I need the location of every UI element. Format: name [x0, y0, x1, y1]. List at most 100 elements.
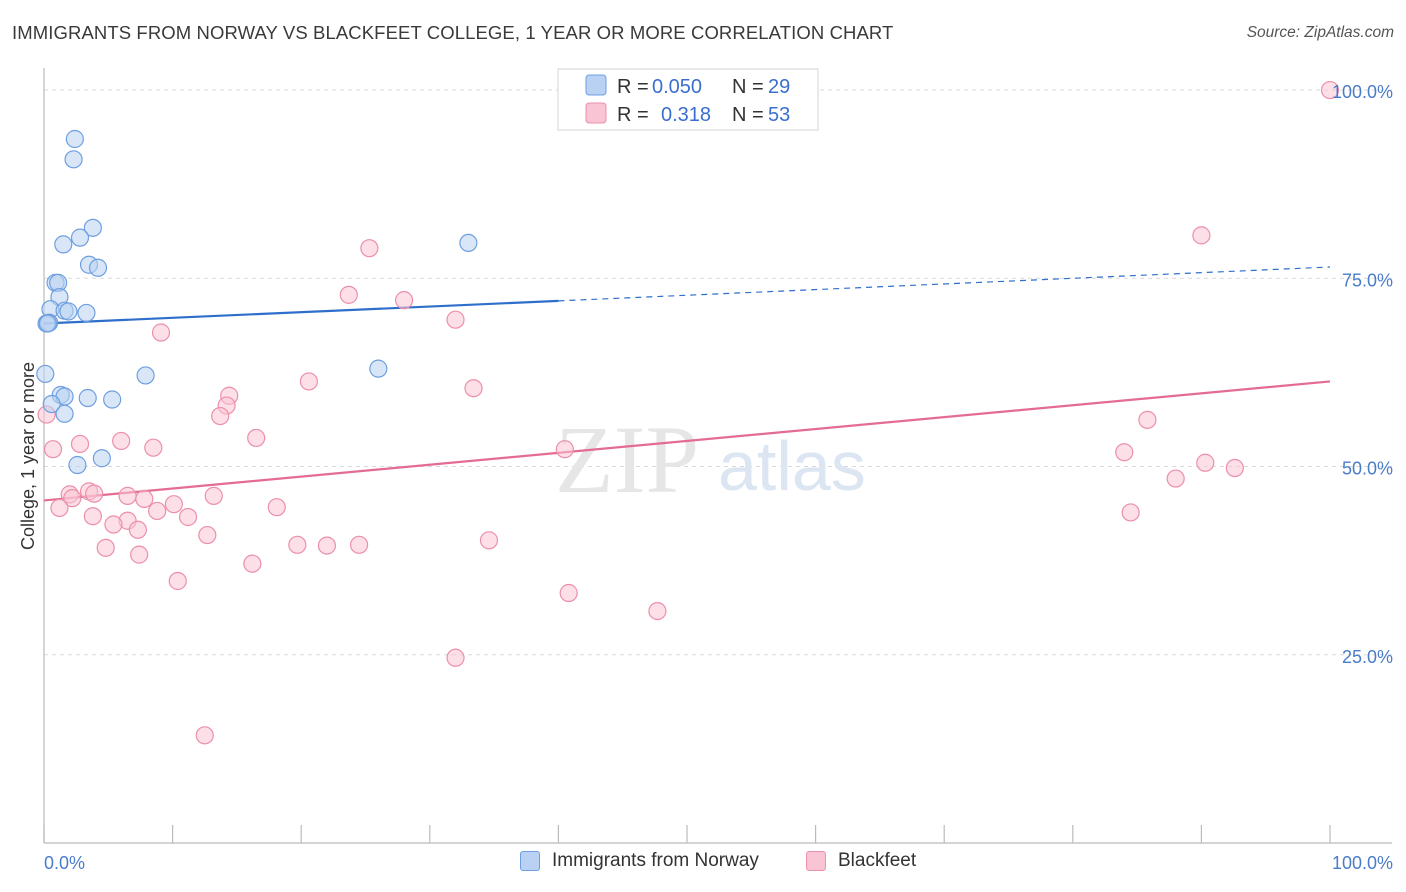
axes — [43, 68, 1392, 844]
chart-title: IMMIGRANTS FROM NORWAY VS BLACKFEET COLL… — [12, 22, 894, 43]
top-legend: R = 0.050 N = 29 R = 0.318 N = 53 — [557, 68, 819, 131]
blackfeet-point — [112, 431, 131, 451]
norway-point — [459, 233, 478, 253]
norway-point — [103, 390, 122, 409]
y-tick-label: 75.0% — [1342, 270, 1393, 290]
legend-r-label-blackfeet: R = — [617, 104, 649, 126]
norway-point — [64, 150, 83, 169]
legend-r-value-norway: 0.050 — [652, 76, 702, 98]
y-tick-label: 50.0% — [1342, 459, 1393, 479]
blackfeet-point — [446, 648, 465, 667]
y-tick-label: 100.0% — [1332, 82, 1393, 102]
blackfeet-point — [178, 507, 198, 527]
blackfeet-point — [555, 440, 574, 459]
legend-r-value-blackfeet: 0.318 — [661, 104, 711, 126]
blackfeet-point — [151, 323, 171, 342]
y-tick-label: 25.0% — [1342, 647, 1393, 667]
blackfeet-point — [50, 498, 69, 518]
blackfeet-point — [168, 571, 187, 591]
blackfeet-point — [204, 486, 223, 505]
blackfeet-point — [1196, 453, 1215, 472]
trend-lines — [43, 266, 1331, 502]
norway-point — [38, 314, 57, 333]
blackfeet-point — [288, 535, 307, 554]
blackfeet-point — [299, 372, 319, 391]
norway-point — [54, 235, 73, 254]
blackfeet-point — [1138, 410, 1157, 429]
blackfeet-point — [648, 601, 667, 621]
norway-trend-line — [43, 299, 559, 325]
y-axis-label: College, 1 year or more — [18, 362, 38, 550]
source-credit: Source: ZipAtlas.com — [1246, 24, 1394, 41]
blackfeet-point — [559, 583, 578, 603]
norway-point — [36, 364, 55, 384]
blackfeet-point — [267, 498, 286, 517]
watermark-atlas: atlas — [718, 427, 866, 505]
legend-n-value-norway: 29 — [768, 76, 790, 98]
blackfeet-point — [104, 515, 123, 534]
blackfeet-point — [317, 536, 337, 555]
blackfeet-trend-line — [43, 380, 1331, 502]
blackfeet-point — [211, 406, 230, 426]
blackfeet-point — [83, 507, 102, 526]
blackfeet-point — [128, 520, 147, 539]
legend-label-blackfeet: Blackfeet — [838, 850, 917, 871]
norway-point — [92, 449, 111, 468]
norway-point — [42, 394, 61, 414]
blackfeet-point — [118, 486, 137, 505]
blackfeet-point — [1121, 503, 1140, 522]
blackfeet-point — [339, 285, 358, 304]
legend-label-norway: Immigrants from Norway — [552, 850, 759, 871]
watermark-zip: ZIP — [555, 406, 699, 513]
blackfeet-point — [1320, 80, 1340, 100]
x-tick-label-max: 100.0% — [1332, 853, 1393, 873]
blackfeet-point — [144, 438, 163, 457]
legend-item-blackfeet: Blackfeet — [806, 850, 916, 872]
bottom-legend: Immigrants from Norway Blackfeet — [0, 850, 1406, 880]
blackfeet-point — [195, 726, 214, 745]
blackfeet-point — [1192, 226, 1211, 245]
x-tick-label-min: 0.0% — [44, 853, 85, 873]
blackfeet-point — [446, 310, 465, 329]
blackfeet-point — [135, 489, 154, 509]
legend-swatch-norway — [585, 74, 607, 96]
legend-n-value-blackfeet: 53 — [768, 104, 790, 126]
blackfeet-point — [70, 434, 90, 454]
norway-point — [136, 366, 155, 385]
blackfeet-point — [96, 538, 115, 557]
legend-item-norway: Immigrants from Norway — [520, 850, 759, 872]
blackfeet-point — [247, 428, 266, 448]
norway-point — [55, 404, 74, 423]
blackfeet-point — [130, 545, 149, 564]
data-points — [36, 80, 1340, 745]
norway-point — [77, 303, 96, 323]
norway-point — [78, 388, 97, 408]
tick-labels: 100.0% 75.0% 50.0% 25.0% 0.0% 100.0% — [44, 82, 1393, 873]
watermark: ZIP atlas — [555, 406, 866, 513]
norway-point — [70, 228, 90, 247]
norway-point — [59, 302, 78, 321]
blackfeet-point — [464, 379, 483, 398]
blackfeet-point — [1225, 458, 1244, 478]
blackfeet-point — [43, 440, 63, 459]
blackfeet-point — [148, 501, 167, 521]
norway-point — [83, 218, 102, 237]
legend-r-label-norway: R = — [617, 76, 649, 98]
blackfeet-point — [479, 531, 499, 550]
legend-swatch-blackfeet-bottom — [806, 851, 826, 871]
legend-swatch-blackfeet — [585, 102, 607, 124]
blackfeet-point — [1115, 443, 1134, 462]
norway-point — [369, 359, 388, 378]
legend-swatch-norway-bottom — [520, 851, 540, 871]
blackfeet-point — [63, 489, 82, 508]
legend-n-label-norway: N = — [732, 76, 764, 98]
blackfeet-point — [360, 239, 379, 258]
blackfeet-point — [394, 291, 414, 310]
blackfeet-point — [243, 554, 262, 573]
blackfeet-point — [1166, 469, 1185, 488]
norway-point — [88, 258, 108, 277]
blackfeet-point — [85, 484, 104, 503]
norway-point — [65, 129, 84, 149]
blackfeet-point — [349, 535, 369, 554]
